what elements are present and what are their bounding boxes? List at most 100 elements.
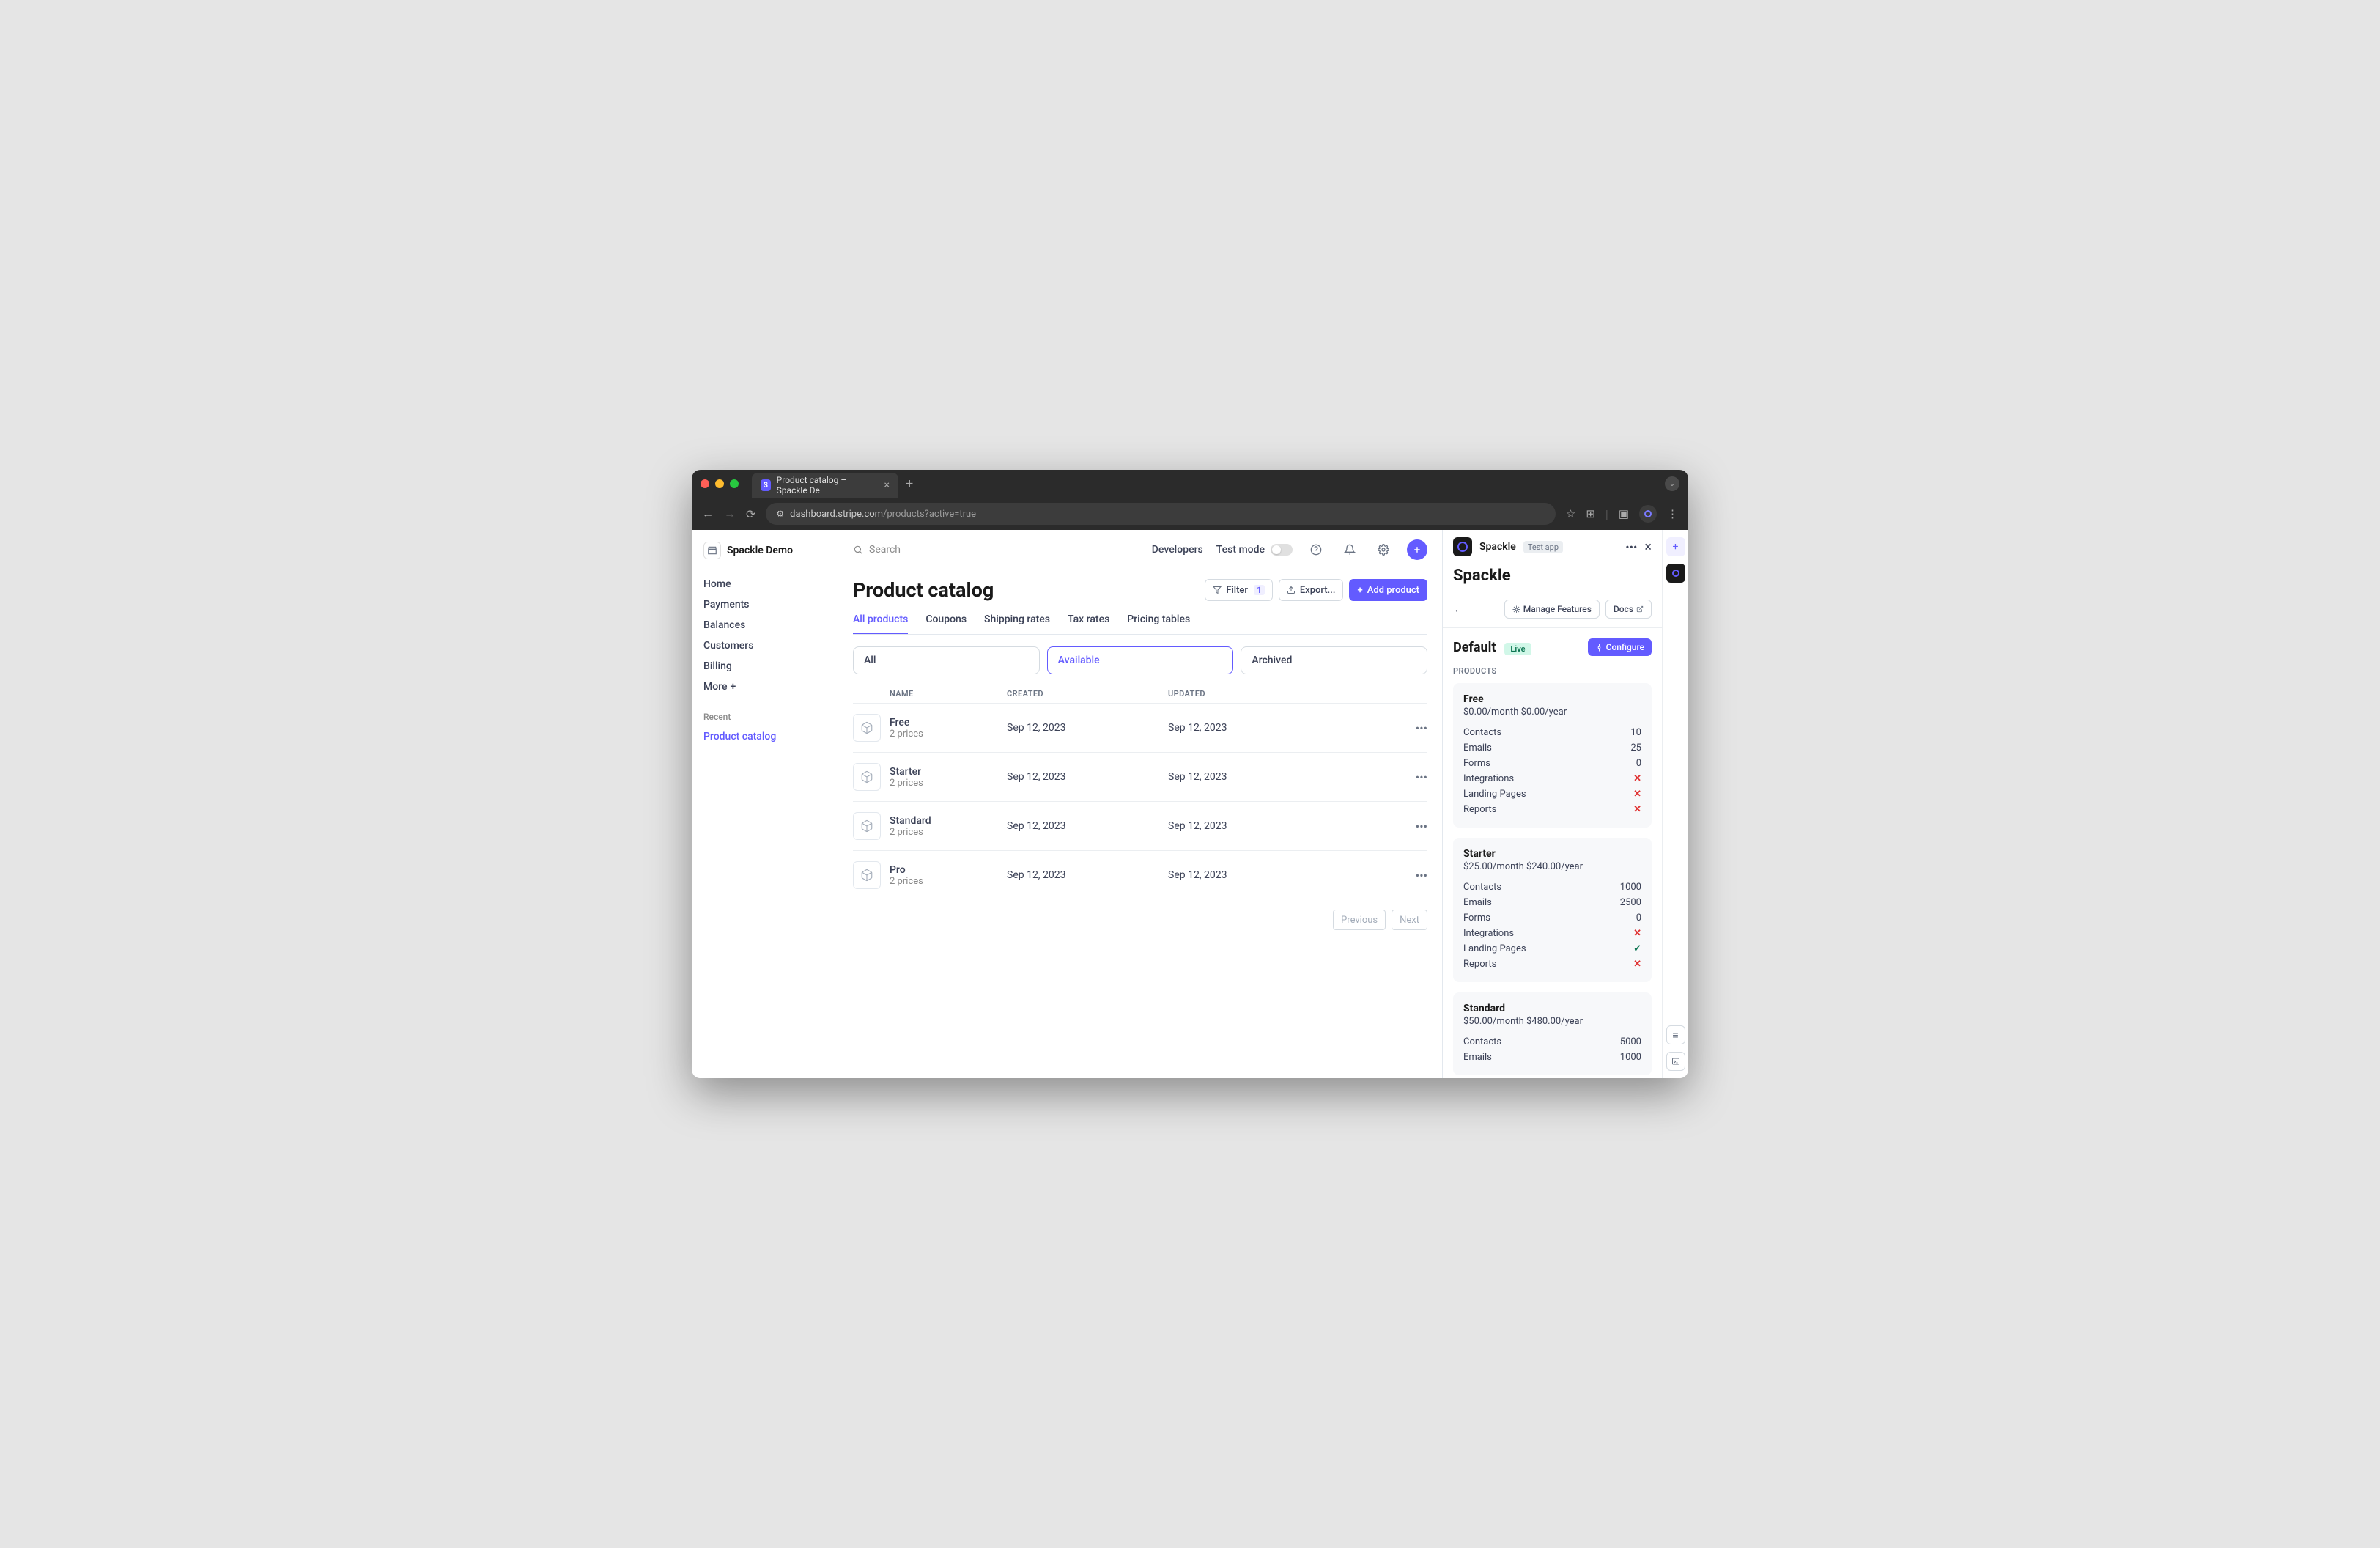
row-menu-icon[interactable]: •••	[1398, 721, 1427, 735]
panel-menu-icon[interactable]: •••	[1625, 540, 1637, 554]
status-segments: AllAvailableArchived	[853, 646, 1427, 674]
table-row[interactable]: Starter2 pricesSep 12, 2023Sep 12, 2023•…	[853, 752, 1427, 801]
panel-close-icon[interactable]: ×	[1644, 539, 1652, 555]
package-icon	[853, 861, 881, 889]
configure-button[interactable]: Configure	[1588, 638, 1652, 656]
tab-all-products[interactable]: All products	[853, 613, 908, 634]
sidebar-item-more[interactable]: More +	[692, 677, 838, 697]
toggle-icon[interactable]	[1271, 544, 1293, 556]
search-input[interactable]: Search	[853, 544, 1139, 556]
feature-row: Forms0	[1463, 756, 1641, 771]
add-product-button[interactable]: + Add product	[1349, 579, 1427, 601]
url-input[interactable]: ⚙ dashboard.stripe.com/products?active=t…	[766, 503, 1555, 525]
x-icon: ✕	[1633, 928, 1641, 939]
segment-archived[interactable]: Archived	[1241, 646, 1427, 674]
browser-window: S Product catalog – Spackle De × + ⌄ ← →…	[692, 470, 1688, 1078]
product-sub: 2 prices	[890, 778, 1007, 789]
url-host: dashboard.stripe.com	[790, 509, 883, 520]
products-section-label: PRODUCTS	[1453, 666, 1652, 676]
pagination: Previous Next	[853, 899, 1427, 940]
sidebar-item-billing[interactable]: Billing	[692, 656, 838, 677]
site-settings-icon[interactable]: ⚙	[776, 509, 784, 519]
next-button[interactable]: Next	[1392, 910, 1427, 930]
reload-icon[interactable]: ⟳	[746, 507, 755, 521]
card-title: Free	[1463, 693, 1641, 705]
row-menu-icon[interactable]: •••	[1398, 819, 1427, 833]
tab-shipping-rates[interactable]: Shipping rates	[984, 613, 1050, 634]
table-row[interactable]: Pro2 pricesSep 12, 2023Sep 12, 2023•••	[853, 850, 1427, 899]
product-name: Free	[890, 717, 1007, 729]
close-window-icon[interactable]	[701, 479, 709, 488]
tab-close-icon[interactable]: ×	[884, 479, 890, 491]
plus-icon: +	[1357, 585, 1362, 596]
panel-toolbar: ← Manage Features Docs	[1443, 594, 1662, 628]
tab-tax-rates[interactable]: Tax rates	[1068, 613, 1109, 634]
rail-terminal-icon[interactable]	[1666, 1052, 1685, 1071]
sidebar-item-product-catalog[interactable]: Product catalog	[692, 726, 838, 747]
product-card[interactable]: Free$0.00/month $0.00/yearContacts10Emai…	[1453, 683, 1652, 828]
prev-button[interactable]: Previous	[1333, 910, 1386, 930]
help-icon[interactable]	[1306, 539, 1326, 560]
chrome-menu-icon[interactable]: ⋮	[1667, 507, 1678, 520]
manage-features-button[interactable]: Manage Features	[1504, 600, 1600, 619]
recent-label: Recent	[692, 697, 838, 726]
table-row[interactable]: Standard2 pricesSep 12, 2023Sep 12, 2023…	[853, 801, 1427, 850]
tab-coupons[interactable]: Coupons	[925, 613, 967, 634]
test-app-badge: Test app	[1523, 541, 1563, 553]
tab-title: Product catalog – Spackle De	[777, 475, 876, 495]
row-menu-icon[interactable]: •••	[1398, 869, 1427, 882]
workspace-switcher[interactable]: Spackle Demo	[692, 542, 838, 574]
product-card[interactable]: Standard$50.00/month $480.00/yearContact…	[1453, 992, 1652, 1075]
card-title: Standard	[1463, 1003, 1641, 1014]
created-cell: Sep 12, 2023	[1007, 820, 1168, 832]
side-panel-icon[interactable]: ▣	[1619, 507, 1629, 520]
rail-spackle-icon[interactable]	[1666, 564, 1685, 583]
product-card[interactable]: Starter$25.00/month $240.00/yearContacts…	[1453, 838, 1652, 982]
workspace-name: Spackle Demo	[727, 545, 793, 556]
sidebar-item-home[interactable]: Home	[692, 574, 838, 594]
updated-cell: Sep 12, 2023	[1168, 722, 1398, 734]
minimize-window-icon[interactable]	[715, 479, 724, 488]
product-sub: 2 prices	[890, 729, 1007, 740]
settings-icon[interactable]	[1373, 539, 1394, 560]
developers-link[interactable]: Developers	[1152, 544, 1203, 556]
feature-row: Contacts5000	[1463, 1034, 1641, 1050]
rail-add-icon[interactable]: +	[1666, 537, 1685, 556]
create-button[interactable]: +	[1407, 539, 1427, 560]
filter-icon	[1213, 586, 1222, 594]
rail-list-icon[interactable]: ≡	[1666, 1025, 1685, 1044]
topbar: Search Developers Test mode +	[838, 530, 1442, 570]
browser-tab[interactable]: S Product catalog – Spackle De ×	[752, 473, 898, 498]
filter-button[interactable]: Filter 1	[1205, 579, 1273, 601]
docs-button[interactable]: Docs	[1605, 600, 1652, 619]
row-menu-icon[interactable]: •••	[1398, 770, 1427, 784]
maximize-window-icon[interactable]	[730, 479, 739, 488]
chrome-expand-icon[interactable]: ⌄	[1665, 476, 1679, 491]
catalog-tabs: All products Coupons Shipping rates Tax rat…	[853, 613, 1427, 635]
sidebar-item-payments[interactable]: Payments	[692, 594, 838, 615]
notifications-icon[interactable]	[1339, 539, 1360, 560]
created-cell: Sep 12, 2023	[1007, 869, 1168, 881]
bookmark-icon[interactable]: ☆	[1566, 507, 1575, 520]
feature-row: Contacts10	[1463, 725, 1641, 740]
sidebar-item-customers[interactable]: Customers	[692, 635, 838, 656]
feature-row: Contacts1000	[1463, 880, 1641, 895]
export-button[interactable]: Export...	[1279, 579, 1344, 601]
test-mode-toggle[interactable]: Test mode	[1216, 544, 1293, 556]
tab-pricing-tables[interactable]: Pricing tables	[1127, 613, 1190, 634]
address-bar: ← → ⟳ ⚙ dashboard.stripe.com/products?ac…	[692, 498, 1688, 530]
feature-row: Reports✕	[1463, 802, 1641, 817]
segment-all[interactable]: All	[853, 646, 1040, 674]
back-icon[interactable]: ←	[702, 506, 714, 521]
sidebar-item-balances[interactable]: Balances	[692, 615, 838, 635]
panel-back-icon[interactable]: ←	[1453, 602, 1465, 616]
product-sub: 2 prices	[890, 876, 1007, 887]
plus-icon: +	[731, 681, 736, 693]
table-row[interactable]: Free2 pricesSep 12, 2023Sep 12, 2023•••	[853, 703, 1427, 752]
segment-available[interactable]: Available	[1047, 646, 1234, 674]
package-icon	[853, 714, 881, 742]
forward-icon[interactable]: →	[724, 506, 736, 521]
profile-avatar[interactable]	[1639, 505, 1657, 523]
new-tab-button[interactable]: +	[906, 476, 913, 492]
extensions-icon[interactable]: ⊞	[1586, 507, 1595, 520]
